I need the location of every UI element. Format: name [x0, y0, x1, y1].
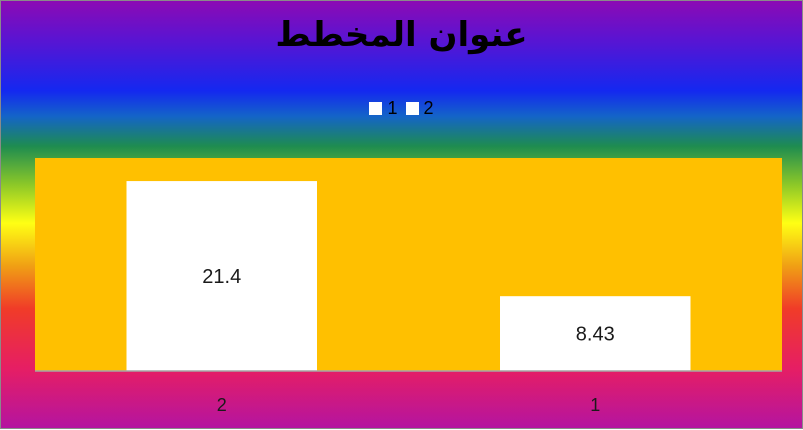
x-tick-label-2: 2 — [217, 395, 227, 415]
legend-swatch-1 — [369, 102, 383, 115]
data-label-1: 8.43 — [576, 324, 615, 346]
legend-entry-1: 1 — [369, 98, 398, 119]
legend-label-1: 1 — [387, 98, 398, 118]
legend-label-2: 2 — [423, 98, 434, 118]
legend: 1 2 — [1, 98, 802, 119]
legend-entry-2: 2 — [405, 98, 434, 119]
chart-title: عنوان المخطط — [275, 15, 528, 55]
data-label-2: 21.4 — [202, 266, 241, 288]
bar-1 — [500, 296, 691, 371]
x-tick-label-1: 1 — [590, 395, 600, 415]
bar-2 — [126, 181, 317, 371]
bars-group: 21.4 8.43 — [126, 181, 691, 371]
legend-swatch-2 — [405, 102, 419, 115]
